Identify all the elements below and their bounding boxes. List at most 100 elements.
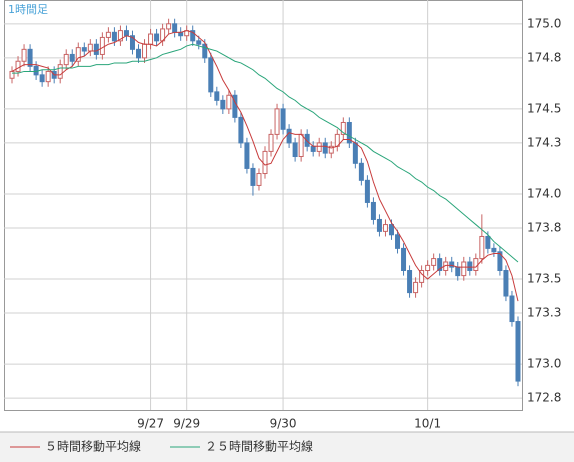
- candle-body: [190, 30, 196, 42]
- candle-body: [382, 224, 388, 232]
- candle-body: [214, 91, 220, 101]
- candle-body: [473, 258, 479, 271]
- candle-body: [509, 295, 515, 323]
- y-tick-label: 173.8: [527, 220, 561, 234]
- moving-average-line: [11, 30, 519, 302]
- candle-body: [202, 43, 208, 59]
- candle-body: [75, 47, 81, 62]
- candle-body: [27, 48, 33, 67]
- candle-body: [364, 179, 370, 203]
- candle-body: [99, 36, 105, 55]
- candle-body: [419, 269, 425, 283]
- candle-body: [479, 235, 485, 260]
- y-tick-label: 175.0: [527, 16, 561, 30]
- candle-body: [45, 70, 51, 83]
- candle-body: [298, 133, 304, 158]
- y-tick-label: 174.0: [527, 186, 561, 200]
- x-tick-label: 9/27: [137, 417, 164, 431]
- y-tick-label: 172.8: [527, 391, 561, 405]
- candle-body: [208, 57, 214, 93]
- candle-body: [467, 261, 473, 271]
- candle-body: [292, 142, 298, 158]
- candle-body: [425, 264, 431, 271]
- legend-label: ５時間移動平均線: [45, 439, 141, 454]
- candle-body: [395, 234, 401, 249]
- legend-label: ２５時間移動平均線: [205, 439, 313, 454]
- candle-body: [226, 94, 232, 110]
- candle-body: [491, 247, 497, 253]
- candle-body: [117, 30, 123, 42]
- candle-body: [63, 53, 69, 66]
- candle-body: [15, 60, 21, 72]
- candle-body: [286, 128, 292, 144]
- candle-body: [376, 218, 382, 232]
- candle-body: [346, 121, 352, 144]
- candle-body: [196, 40, 202, 45]
- candle-body: [172, 23, 178, 33]
- candle-body: [370, 201, 376, 220]
- candle-body: [316, 142, 322, 152]
- candle-body: [449, 261, 455, 268]
- candle-body: [322, 142, 328, 154]
- candle-body: [142, 43, 148, 59]
- legend-background: [0, 432, 574, 462]
- y-tick-label: 174.8: [527, 50, 561, 64]
- candle-body: [407, 269, 413, 294]
- candle-body: [268, 133, 274, 152]
- chart-title: 1時間足: [8, 3, 48, 16]
- candle-body: [431, 258, 437, 266]
- candle-body: [129, 35, 135, 50]
- candle-body: [238, 116, 244, 144]
- candle-body: [256, 173, 262, 186]
- candle-body: [437, 258, 443, 271]
- y-tick-label: 173.0: [527, 357, 561, 371]
- candle-body: [244, 142, 250, 169]
- candle-body: [455, 266, 461, 277]
- candle-body: [166, 23, 172, 30]
- candle-body: [136, 48, 142, 59]
- candle-body: [485, 235, 491, 249]
- y-tick-label: 174.3: [527, 135, 561, 149]
- candle-body: [9, 70, 15, 79]
- candle-body: [328, 145, 334, 154]
- x-tick-label: 9/30: [270, 417, 297, 431]
- candle-body: [262, 150, 268, 175]
- candle-body: [503, 269, 509, 297]
- candle-body: [87, 43, 93, 52]
- candle-body: [81, 47, 87, 52]
- candle-body: [93, 43, 99, 55]
- candle-body: [310, 145, 316, 152]
- y-tick-label: 173.5: [527, 272, 561, 286]
- candle-body: [340, 121, 346, 135]
- candle-body: [515, 321, 521, 382]
- candle-body: [148, 33, 154, 45]
- candle-body: [69, 53, 75, 62]
- candle-body: [461, 261, 467, 277]
- candle-body: [220, 99, 226, 110]
- candle-body: [154, 33, 160, 42]
- plot-frame: [4, 0, 523, 411]
- candle-body: [280, 108, 286, 130]
- moving-average-line: [12, 43, 519, 263]
- candle-body: [105, 31, 111, 38]
- candle-body: [497, 251, 503, 271]
- candle-body: [304, 133, 310, 147]
- candle-body: [413, 281, 419, 294]
- y-tick-label: 174.5: [527, 101, 561, 115]
- y-tick-label: 173.3: [527, 306, 561, 320]
- candle-body: [178, 31, 184, 37]
- candle-body: [123, 30, 129, 37]
- candle-body: [250, 167, 256, 186]
- candle-body: [21, 48, 27, 62]
- candle-body: [39, 74, 45, 83]
- x-tick-label: 9/29: [173, 417, 200, 431]
- candle-body: [401, 247, 407, 271]
- candle-body: [352, 142, 358, 164]
- candle-body: [111, 31, 117, 42]
- candle-body: [274, 108, 280, 135]
- candle-body: [57, 64, 63, 79]
- candle-body: [388, 224, 394, 236]
- candle-body: [358, 162, 364, 181]
- x-tick-label: 10/1: [414, 417, 441, 431]
